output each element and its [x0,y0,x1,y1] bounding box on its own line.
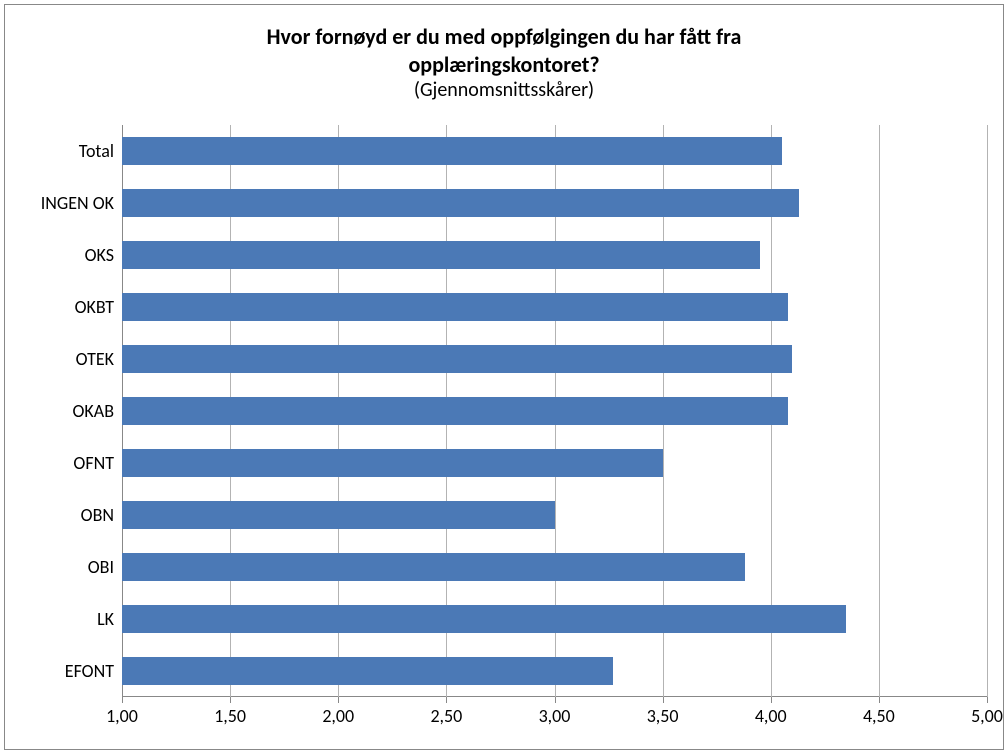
x-gridline [987,125,988,697]
x-tick-label: 2,00 [322,705,354,727]
y-tick-label: EFONT [65,660,114,682]
x-tick [230,697,231,703]
plot-area [122,125,987,697]
y-tick-label: OTEK [76,348,114,370]
chart-title-line-1: Hvor fornøyd er du med oppfølgingen du h… [5,23,1003,51]
x-tick-label: 2,50 [430,705,462,727]
x-tick-label: 3,00 [539,705,571,727]
x-tick [446,697,447,703]
x-tick-label: 3,50 [647,705,679,727]
bar [122,605,846,634]
x-tick-label: 4,50 [863,705,895,727]
x-tick-label: 4,00 [755,705,787,727]
x-tick-label: 1,50 [214,705,246,727]
x-tick [338,697,339,703]
y-tick-label: LK [97,608,114,630]
x-tick [555,697,556,703]
y-tick-label: OFNT [73,452,114,474]
y-tick-label: Total [79,140,114,162]
x-tick [987,697,988,703]
bar [122,657,613,686]
y-tick-label: OBN [81,504,114,526]
x-gridline [879,125,880,697]
x-tick-label: 5,00 [971,705,1003,727]
y-tick-label: OKAB [73,400,114,422]
bar [122,449,663,478]
x-tick [663,697,664,703]
y-tick-label: INGEN OK [41,192,114,214]
x-tick [771,697,772,703]
chart-title-line-2: opplæringskontoret? [5,51,1003,79]
bar [122,293,788,322]
bar [122,241,760,270]
chart-frame: Hvor fornøyd er du med oppfølgingen du h… [4,4,1004,750]
bar [122,137,782,166]
bar [122,345,792,374]
chart-title-block: Hvor fornøyd er du med oppfølgingen du h… [5,23,1003,102]
bar [122,189,799,218]
y-tick-label: OKS [85,244,114,266]
x-tick [122,697,123,703]
chart-subtitle: (Gjennomsnittsskårer) [5,78,1003,102]
x-tick-label: 1,00 [106,705,138,727]
x-tick [879,697,880,703]
y-tick-label: OKBT [75,296,114,318]
bar [122,501,555,530]
bar [122,397,788,426]
y-tick-label: OBI [88,556,114,578]
bar [122,553,745,582]
